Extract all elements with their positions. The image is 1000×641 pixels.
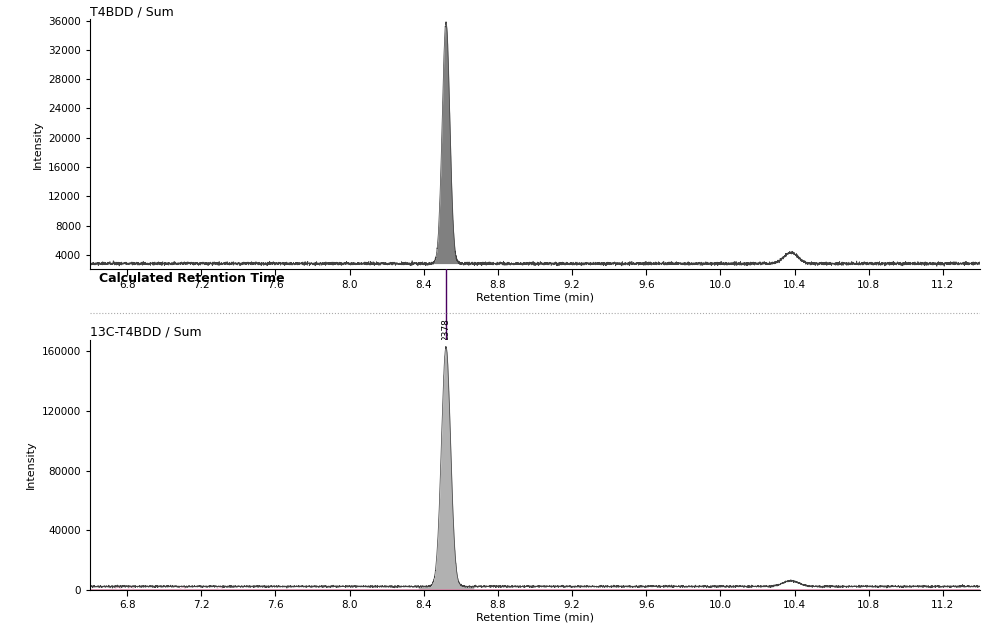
Text: Calculated Retention Time: Calculated Retention Time xyxy=(99,272,285,285)
X-axis label: Retention Time (min): Retention Time (min) xyxy=(476,613,594,623)
Text: T4BDD / Sum: T4BDD / Sum xyxy=(90,5,174,18)
Text: 13C-T4BDD / Sum: 13C-T4BDD / Sum xyxy=(90,326,202,338)
Y-axis label: Intensity: Intensity xyxy=(26,440,36,489)
Y-axis label: Intensity: Intensity xyxy=(33,120,43,169)
Text: 2378: 2378 xyxy=(442,319,450,342)
X-axis label: Retention Time (min): Retention Time (min) xyxy=(476,293,594,303)
